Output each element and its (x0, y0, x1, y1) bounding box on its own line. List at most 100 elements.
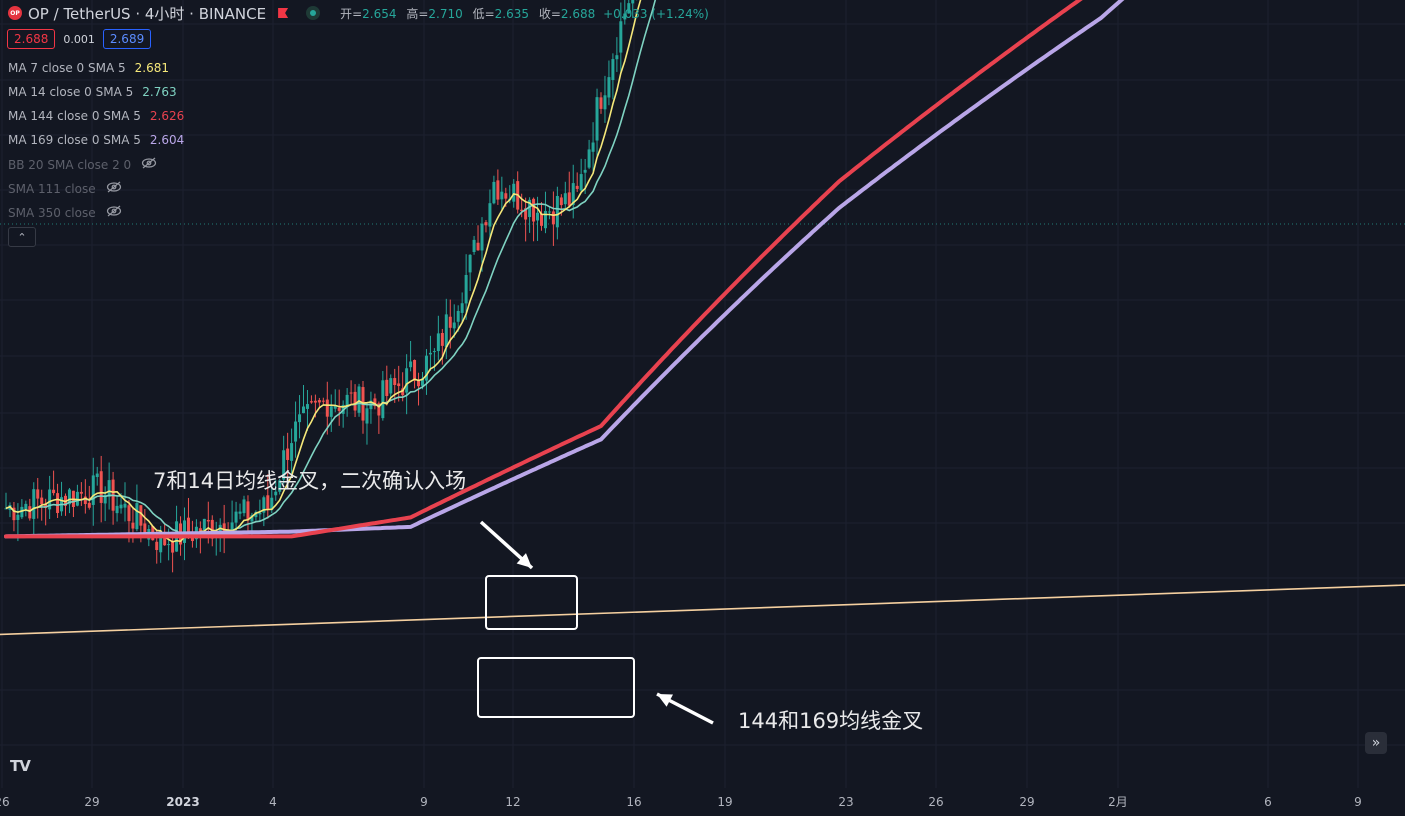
spread-value: 0.001 (63, 32, 95, 46)
legend-sma111[interactable]: SMA 111 close (8, 181, 122, 196)
legend-ma14[interactable]: MA 14 close 0 SMA 5 2.763 (8, 85, 177, 99)
x-tick-label: 29 (1019, 795, 1034, 809)
candle-body (274, 491, 278, 496)
candle-body (317, 400, 321, 403)
candle-body (496, 180, 500, 200)
x-tick-label: 23 (838, 795, 853, 809)
annotation-ma7-ma14-cross: 7和14日均线金叉，二次确认入场 (153, 469, 467, 493)
candle-body (210, 519, 214, 539)
change-value: +0.033 (+1.24%) (603, 6, 709, 21)
candle-body (393, 378, 397, 386)
candle-body (302, 406, 305, 414)
x-tick-label: 19 (717, 795, 732, 809)
collapse-legend-button[interactable]: ⌃ (8, 227, 36, 247)
candle-body (44, 504, 48, 508)
candle-body (12, 507, 16, 521)
candle-body (413, 359, 417, 381)
candle-body (171, 541, 175, 553)
op-logo-icon: OP (8, 6, 22, 20)
flag-icon[interactable] (278, 8, 289, 18)
sell-price-button[interactable]: 2.688 (7, 29, 56, 49)
x-tick-label: 4 (269, 795, 277, 809)
candle-body (333, 405, 337, 409)
candle-body (571, 183, 575, 205)
candle-body (547, 211, 551, 213)
candle-body (75, 491, 79, 506)
candle-body (551, 211, 555, 225)
candle-body (266, 495, 270, 510)
annotation-arrow-1-head (516, 553, 532, 568)
candle-body (623, 13, 627, 20)
candle-body (20, 506, 24, 518)
candle-body (186, 517, 190, 534)
x-tick-label: 26 (928, 795, 943, 809)
x-tick-label: 12 (505, 795, 520, 809)
buy-price-button[interactable]: 2.689 (102, 29, 152, 49)
candle-body (234, 511, 238, 523)
candle-body (313, 400, 317, 403)
candle-body (254, 511, 258, 518)
highlight-box-ma144-ma169 (477, 657, 635, 718)
candle-body (28, 506, 32, 519)
candle-body (615, 55, 619, 60)
candle-body (135, 503, 139, 530)
legend-ma144[interactable]: MA 144 close 0 SMA 5 2.626 (8, 109, 184, 123)
chart-header: OP OP / TetherUS · 4小时 · BINANCE 开=2.654… (8, 3, 709, 23)
candle-body (436, 333, 440, 352)
candle-body (440, 333, 444, 346)
candle-body (357, 386, 361, 413)
candle-body (155, 541, 159, 551)
legend-bb20[interactable]: BB 20 SMA close 2 0 (8, 157, 157, 172)
candle-body (631, 0, 635, 4)
eye-off-icon[interactable] (106, 205, 122, 220)
symbol-title[interactable]: OP / TetherUS · 4小时 · BINANCE (28, 4, 267, 23)
candle-body (595, 97, 599, 141)
candle-body (500, 191, 504, 200)
candles-group (4, 0, 638, 573)
eye-off-icon[interactable] (141, 157, 157, 172)
legend-ma169-name: MA 169 close 0 SMA 5 (8, 133, 141, 147)
legend-ma169[interactable]: MA 169 close 0 SMA 5 2.604 (8, 133, 184, 147)
open-label: 开= (340, 6, 363, 21)
legend-ma7[interactable]: MA 7 close 0 SMA 5 2.681 (8, 61, 169, 75)
candle-body (242, 499, 246, 514)
tradingview-logo[interactable]: TV (10, 757, 31, 775)
candle-body (36, 489, 40, 499)
candle-body (611, 59, 615, 81)
highlight-box-ma7-ma14 (485, 575, 578, 630)
candle-body (349, 392, 353, 394)
candle-body (587, 149, 591, 168)
candle-body (599, 97, 603, 109)
x-tick-label: 9 (1354, 795, 1362, 809)
high-value: 2.710 (428, 6, 463, 21)
candle-body (87, 502, 91, 508)
ma14-line (5, 0, 657, 538)
candle-body (480, 223, 484, 251)
candle-body (103, 494, 107, 504)
candle-body (385, 379, 389, 397)
candle-body (532, 198, 536, 222)
candle-body (468, 254, 472, 273)
x-tick-label: 16 (626, 795, 641, 809)
legend-sma350-name: SMA 350 close (8, 205, 96, 220)
candle-body (397, 383, 401, 387)
scroll-to-realtime-button[interactable]: » (1365, 732, 1387, 754)
candle-body (389, 378, 393, 394)
candle-body (528, 199, 532, 218)
candle-body (52, 489, 56, 494)
candle-body (127, 505, 131, 522)
candle-body (563, 193, 567, 205)
eye-off-icon[interactable] (106, 181, 122, 196)
x-tick-label: 2023 (166, 795, 199, 809)
legend-sma350[interactable]: SMA 350 close (8, 205, 122, 220)
candle-body (603, 95, 607, 110)
legend-ma169-value: 2.604 (149, 133, 185, 147)
candle-body (345, 394, 349, 408)
candle-body (119, 504, 123, 509)
candle-body (583, 169, 587, 173)
candle-body (218, 524, 222, 534)
candle-body (79, 491, 83, 494)
open-value: 2.654 (362, 6, 397, 21)
market-status-icon[interactable] (306, 6, 321, 20)
